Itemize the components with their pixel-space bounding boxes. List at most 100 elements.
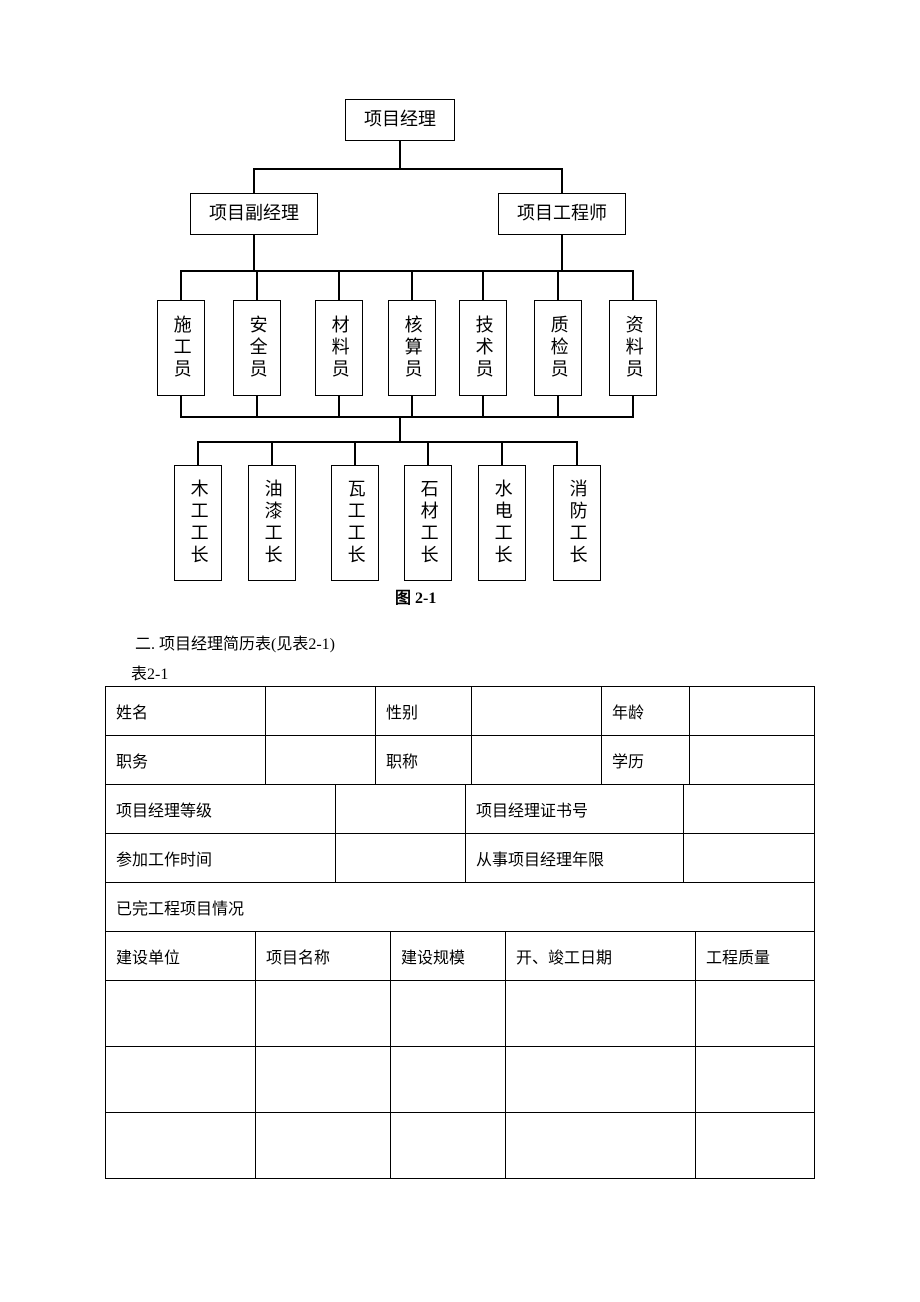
cell-label: 年龄 [602,687,690,736]
connector [411,270,413,300]
cell-value [506,1047,696,1113]
connector [253,168,255,193]
connector [632,270,634,300]
connector [482,270,484,300]
table-row [106,981,815,1047]
node-staff: 施工员 [157,300,205,396]
table-row: 姓名 性别 年龄 [106,687,815,736]
cell-label: 学历 [602,736,690,785]
node-foreman: 油漆工长 [248,465,296,581]
resume-table: 姓名 性别 年龄 职务 职称 学历 [105,686,815,785]
cell-value [684,785,815,834]
cell-value [506,981,696,1047]
node-foreman: 水电工长 [478,465,526,581]
cell-label: 已完工程项目情况 [106,883,815,932]
cell-value [256,1047,391,1113]
cell-label: 姓名 [106,687,266,736]
node-staff: 资料员 [609,300,657,396]
cell-label: 开、竣工日期 [506,932,696,981]
table-row: 建设单位 项目名称 建设规模 开、竣工日期 工程质量 [106,932,815,981]
connector [427,441,429,465]
node-staff: 质检员 [534,300,582,396]
cell-value [256,981,391,1047]
table-row: 参加工作时间 从事项目经理年限 [106,834,815,883]
connector [411,396,413,416]
chart-caption: 图 2-1 [395,584,436,608]
table-row: 职务 职称 学历 [106,736,815,785]
cell-label: 性别 [376,687,472,736]
table-row [106,1113,815,1179]
connector [482,396,484,416]
cell-label: 项目名称 [256,932,391,981]
node-foreman: 石材工长 [404,465,452,581]
table-label: 表2-1 [131,660,920,684]
section-header: 二. 项目经理简历表(见表2-1) 表2-1 [135,630,920,684]
connector [197,441,199,465]
node-engineer: 项目工程师 [498,193,626,235]
connector [501,441,503,465]
cell-value [336,785,466,834]
node-staff: 安全员 [233,300,281,396]
cell-value [506,1113,696,1179]
cell-value [266,736,376,785]
connector [632,396,634,416]
cell-value [690,687,815,736]
section-title: 二. 项目经理简历表(见表2-1) [135,630,920,654]
cell-value [266,687,376,736]
node-staff: 技术员 [459,300,507,396]
org-chart: 项目经理 项目副经理 项目工程师 施工员 安全员 材料员 核算员 技术员 质检员… [0,0,920,590]
node-staff: 材料员 [315,300,363,396]
cell-label: 从事项目经理年限 [466,834,684,883]
connector [354,441,356,465]
cell-label: 建设单位 [106,932,256,981]
connector [271,441,273,465]
cell-label: 建设规模 [391,932,506,981]
connector [561,235,563,270]
node-foreman: 消防工长 [553,465,601,581]
cell-label: 参加工作时间 [106,834,336,883]
connector [180,270,182,300]
cell-value [696,981,815,1047]
connector [180,396,182,416]
cell-label: 职务 [106,736,266,785]
connector [399,416,401,441]
table-row: 已完工程项目情况 [106,883,815,932]
table-row [106,1047,815,1113]
connector [253,235,255,270]
cell-label: 项目经理等级 [106,785,336,834]
node-deputy: 项目副经理 [190,193,318,235]
cell-value [106,1047,256,1113]
connector [338,270,340,300]
cell-label: 工程质量 [696,932,815,981]
connector [338,396,340,416]
connector [561,168,563,193]
connector [256,396,258,416]
connector [557,396,559,416]
resume-table-2: 项目经理等级 项目经理证书号 参加工作时间 从事项目经理年限 已完工程项目情况 [105,784,815,932]
connector [180,416,634,418]
cell-value [696,1047,815,1113]
cell-value [106,1113,256,1179]
node-root: 项目经理 [345,99,455,141]
cell-value [684,834,815,883]
cell-value [391,1047,506,1113]
node-staff: 核算员 [388,300,436,396]
node-foreman: 木工工长 [174,465,222,581]
cell-label: 项目经理证书号 [466,785,684,834]
cell-value [690,736,815,785]
cell-value [256,1113,391,1179]
connector [557,270,559,300]
cell-value [696,1113,815,1179]
connector [256,270,258,300]
connector [399,141,401,169]
table-row: 项目经理等级 项目经理证书号 [106,785,815,834]
cell-value [391,1113,506,1179]
resume-table-3: 建设单位 项目名称 建设规模 开、竣工日期 工程质量 [105,931,815,1179]
cell-value [106,981,256,1047]
connector [180,270,634,272]
connector [576,441,578,465]
cell-value [391,981,506,1047]
node-foreman: 瓦工工长 [331,465,379,581]
cell-value [472,687,602,736]
connector [253,168,562,170]
